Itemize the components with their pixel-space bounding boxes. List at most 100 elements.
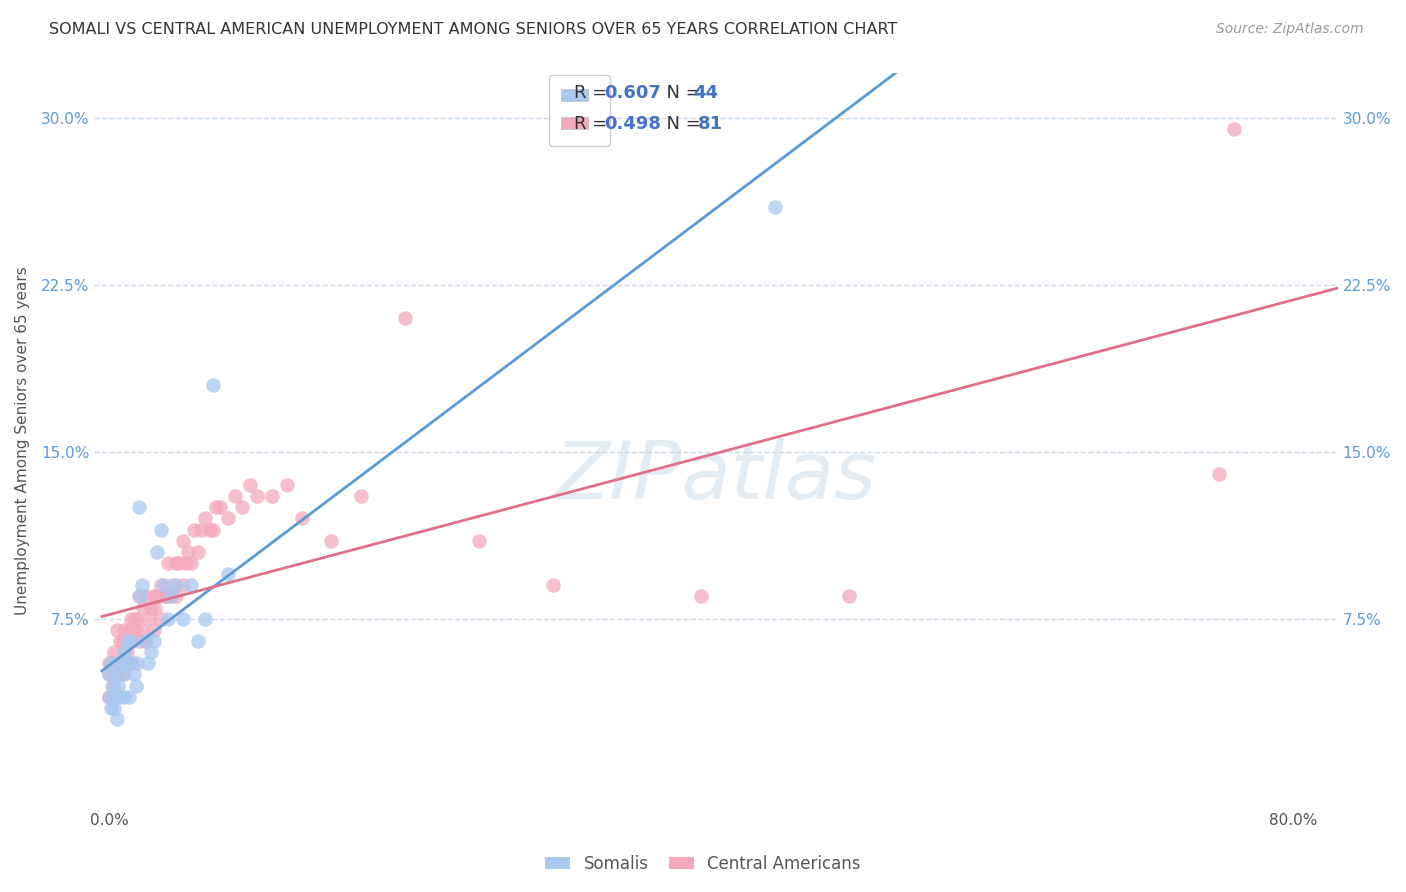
Point	[167, 556, 190, 570]
Point	[125, 679, 148, 693]
Point	[112, 690, 135, 704]
Point	[117, 690, 139, 704]
Point	[153, 590, 176, 604]
Point	[262, 489, 284, 503]
Text: R =: R =	[574, 115, 613, 133]
Point	[107, 679, 129, 693]
Point	[160, 590, 183, 604]
Point	[98, 690, 121, 704]
Point	[763, 200, 786, 214]
Point	[100, 701, 122, 715]
Point	[98, 690, 121, 704]
Point	[165, 590, 187, 604]
Point	[160, 590, 183, 604]
Point	[98, 657, 121, 671]
Text: 81: 81	[697, 115, 723, 133]
Point	[183, 523, 205, 537]
Point	[111, 667, 134, 681]
Point	[172, 533, 194, 548]
Point	[145, 545, 167, 559]
Point	[145, 590, 167, 604]
Point	[177, 545, 200, 559]
Point	[104, 690, 127, 704]
Point	[150, 578, 173, 592]
Point	[122, 623, 145, 637]
Point	[128, 500, 150, 515]
Point	[136, 657, 159, 671]
Point	[468, 533, 491, 548]
Text: 0.607: 0.607	[605, 84, 661, 102]
Point	[157, 556, 180, 570]
Point	[838, 590, 860, 604]
Point	[114, 657, 136, 671]
Point	[124, 612, 146, 626]
Point	[190, 523, 212, 537]
Point	[98, 667, 121, 681]
Point	[139, 600, 162, 615]
Point	[157, 612, 180, 626]
Point	[104, 667, 127, 681]
Point	[105, 667, 128, 681]
Point	[246, 489, 269, 503]
Point	[139, 645, 162, 659]
Point	[231, 500, 253, 515]
Point	[690, 590, 713, 604]
Point	[132, 600, 155, 615]
Point	[153, 578, 176, 592]
Point	[224, 489, 246, 503]
Text: 44: 44	[693, 84, 718, 102]
Point	[157, 590, 180, 604]
Text: N =: N =	[655, 115, 707, 133]
Point	[105, 623, 128, 637]
Point	[198, 523, 221, 537]
Point	[150, 523, 173, 537]
Point	[165, 578, 187, 592]
Point	[103, 679, 125, 693]
Point	[101, 679, 124, 693]
Point	[122, 657, 145, 671]
Point	[205, 500, 228, 515]
Legend: , : ,	[548, 75, 610, 146]
Point	[1223, 121, 1246, 136]
Legend: Somalis, Central Americans: Somalis, Central Americans	[538, 848, 868, 880]
Point	[209, 500, 232, 515]
Point	[276, 478, 298, 492]
Point	[142, 590, 165, 604]
Point	[100, 657, 122, 671]
Y-axis label: Unemployment Among Seniors over 65 years: Unemployment Among Seniors over 65 years	[15, 266, 30, 615]
Point	[131, 623, 153, 637]
Point	[103, 701, 125, 715]
Point	[541, 578, 564, 592]
Point	[142, 634, 165, 648]
Point	[124, 667, 146, 681]
Point	[150, 612, 173, 626]
Text: ZIPatlas: ZIPatlas	[555, 438, 877, 516]
Point	[121, 634, 143, 648]
Text: N =: N =	[655, 84, 707, 102]
Point	[121, 612, 143, 626]
Point	[138, 612, 160, 626]
Point	[127, 612, 149, 626]
Point	[143, 600, 166, 615]
Point	[187, 634, 209, 648]
Point	[108, 634, 131, 648]
Point	[321, 533, 343, 548]
Point	[115, 634, 138, 648]
Text: SOMALI VS CENTRAL AMERICAN UNEMPLOYMENT AMONG SENIORS OVER 65 YEARS CORRELATION : SOMALI VS CENTRAL AMERICAN UNEMPLOYMENT …	[49, 22, 897, 37]
Point	[110, 657, 132, 671]
Point	[112, 645, 135, 659]
Point	[239, 478, 262, 492]
Point	[1208, 467, 1230, 481]
Point	[187, 545, 209, 559]
Point	[117, 623, 139, 637]
Point	[162, 578, 184, 592]
Point	[172, 612, 194, 626]
Point	[201, 377, 224, 392]
Point	[194, 511, 217, 525]
Point	[110, 657, 132, 671]
Point	[201, 523, 224, 537]
Point	[105, 712, 128, 726]
Point	[146, 590, 169, 604]
Point	[107, 667, 129, 681]
Point	[128, 634, 150, 648]
